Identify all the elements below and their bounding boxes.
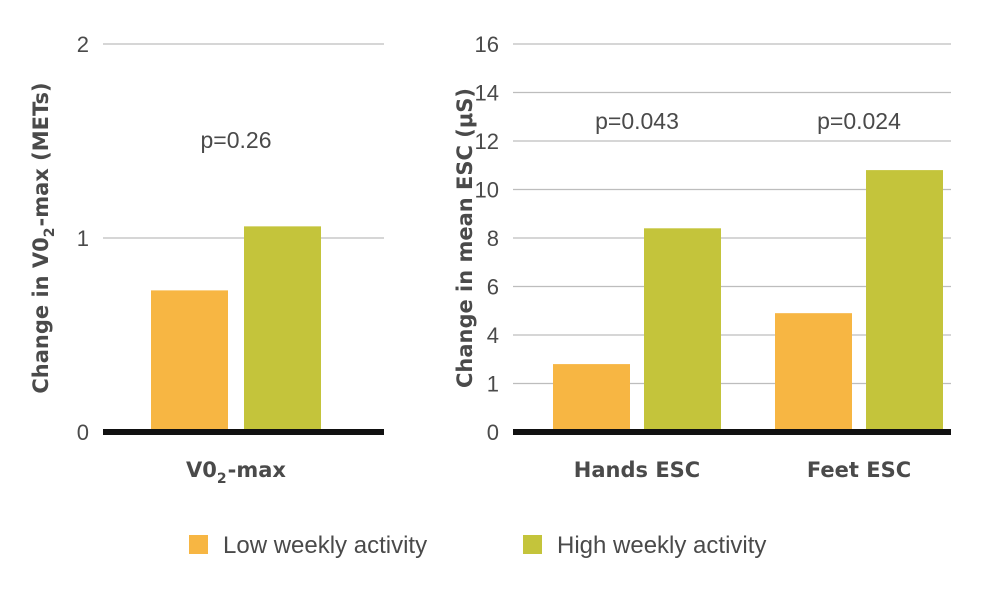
y-tick-label: 16 (475, 32, 499, 57)
text-part: Change in V0 (29, 237, 53, 393)
p-value-annotation: p=0.024 (817, 108, 901, 134)
y-tick-label: 1 (487, 372, 499, 397)
text-part: -max (METs) (29, 82, 53, 226)
legend-swatch-high (523, 535, 542, 554)
y-tick-label: 1 (77, 226, 89, 251)
p-value-annotation: p=0.26 (201, 127, 272, 153)
text-part: V0 (186, 458, 217, 482)
subscript: 2 (217, 471, 227, 487)
y-axis-title: Change in mean ESC (μS) (453, 88, 477, 388)
y-tick-label: 10 (475, 178, 499, 203)
y-tick-label: 2 (77, 32, 89, 57)
y-tick-label: 0 (487, 420, 499, 445)
y-tick-label: 12 (475, 129, 499, 154)
y-tick-label: 4 (487, 323, 499, 348)
bar-high-1 (244, 226, 321, 432)
x-category-label: Hands ESC (574, 458, 700, 482)
bar-high-2 (866, 170, 943, 432)
y-tick-label: 0 (77, 420, 89, 445)
y-axis-title: Change in V02-max (METs) (29, 82, 58, 393)
legend-label: Low weekly activity (223, 532, 427, 559)
y-tick-label: 8 (487, 226, 499, 251)
bar-low-2 (775, 313, 852, 432)
legend-label: High weekly activity (557, 532, 766, 559)
text-part: -max (228, 458, 287, 482)
bar-high-1 (644, 228, 721, 432)
bar-low-1 (151, 290, 228, 432)
x-category-label: Feet ESC (807, 458, 911, 482)
p-value-annotation: p=0.043 (595, 108, 679, 134)
subscript: 2 (42, 227, 58, 237)
y-tick-label: 14 (475, 81, 499, 106)
y-tick-label: 6 (487, 275, 499, 300)
legend: Low weekly activity High weekly activity (189, 532, 766, 559)
bar-low-1 (553, 364, 630, 432)
x-category-label: V02-max (186, 458, 286, 487)
legend-swatch-low (189, 535, 208, 554)
